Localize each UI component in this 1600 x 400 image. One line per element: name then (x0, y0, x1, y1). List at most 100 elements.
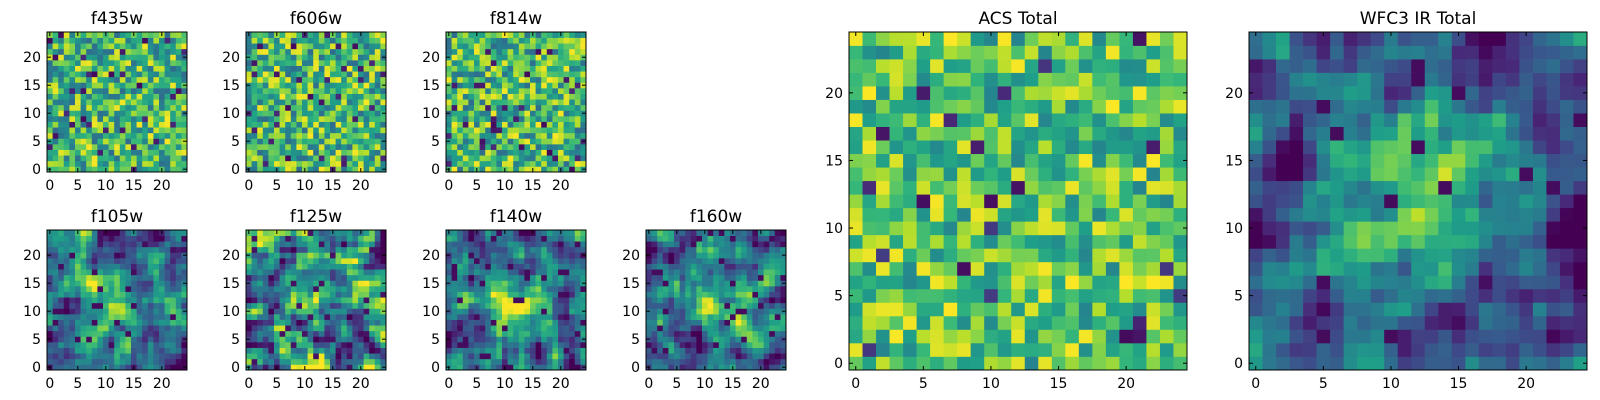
heatmap-cell (251, 60, 258, 66)
heatmap-cell (490, 32, 497, 38)
heatmap-cell (75, 116, 81, 122)
heatmap-cell (552, 110, 559, 117)
heatmap-cell (541, 82, 548, 89)
panel-title: f606w (290, 9, 342, 29)
x-tick-label: 0 (444, 178, 453, 194)
heatmap-cell (170, 43, 177, 50)
heatmap-cell (114, 246, 121, 253)
heatmap-cell (718, 291, 725, 298)
heatmap-cell (335, 297, 342, 304)
heatmap-cell (380, 230, 387, 236)
heatmap-cell (170, 99, 177, 106)
heatmap-cell (662, 347, 669, 354)
heatmap-cell (735, 258, 742, 264)
heatmap-cell (153, 364, 160, 371)
heatmap-cell (1051, 288, 1066, 303)
heatmap-cell (352, 48, 359, 55)
heatmap-cell (119, 121, 126, 128)
heatmap-cell (462, 246, 469, 253)
heatmap-cell (563, 336, 570, 343)
heatmap-cell (546, 364, 553, 371)
heatmap-cell (518, 43, 525, 50)
heatmap-cell (485, 286, 492, 292)
heatmap-cell (679, 258, 686, 264)
heatmap-cell (285, 32, 292, 38)
heatmap-cell (119, 330, 126, 337)
heatmap-cell (296, 43, 303, 50)
heatmap-cell (724, 235, 731, 242)
heatmap-cell (541, 347, 548, 354)
heatmap-cell (474, 88, 480, 94)
heatmap-cell (546, 155, 553, 162)
heatmap-cell (251, 347, 258, 354)
y-tick-label: 0 (231, 360, 240, 376)
heatmap-cell (257, 342, 264, 348)
heatmap-cell (479, 149, 486, 156)
heatmap-cell (468, 99, 475, 106)
heatmap-cell (170, 116, 177, 122)
heatmap-cell (279, 149, 286, 156)
heatmap-cell (131, 60, 137, 66)
heatmap-cell (903, 221, 917, 236)
heatmap-cell (916, 207, 931, 222)
heatmap-cell (1024, 207, 1039, 222)
heatmap-cell (63, 127, 70, 134)
y-tick-label: 5 (231, 134, 240, 150)
heatmap-cell (97, 235, 104, 242)
heatmap-cell (1119, 275, 1134, 290)
heatmap-cell (268, 342, 275, 348)
heatmap-cell (451, 60, 458, 66)
heatmap-cell (780, 330, 787, 337)
heatmap-cell (546, 138, 553, 145)
heatmap-cell (108, 325, 115, 332)
heatmap-cell (330, 54, 336, 61)
heatmap-cell (457, 121, 464, 128)
heatmap-cell (125, 166, 132, 173)
heatmap-cell (997, 207, 1012, 222)
heatmap-cell (91, 252, 98, 259)
x-tick-label: 10 (296, 178, 314, 194)
heatmap-cell (474, 314, 480, 320)
heatmap-cell (125, 319, 132, 326)
heatmap-cell (569, 274, 576, 281)
heatmap-cell (1065, 207, 1080, 222)
heatmap-cell (290, 297, 297, 304)
heatmap-cell (318, 93, 325, 100)
heatmap-cell (147, 71, 154, 78)
heatmap-cell (769, 286, 776, 292)
x-tick-label: 0 (45, 178, 54, 194)
heatmap-cell (668, 286, 675, 292)
heatmap-cell (69, 308, 76, 315)
heatmap-cell (889, 221, 904, 236)
heatmap-cell (324, 149, 331, 156)
y-tick-label: 10 (23, 304, 41, 320)
heatmap-cell (1011, 207, 1026, 222)
heatmap-cell (307, 160, 314, 167)
heatmap-cell (479, 132, 486, 139)
heatmap-cell (552, 99, 559, 106)
heatmap-cell (524, 93, 531, 100)
heatmap-cell (142, 330, 149, 337)
heatmap-cell (535, 274, 542, 281)
heatmap-cell (91, 302, 98, 309)
heatmap-cell (679, 246, 686, 253)
heatmap-cell (563, 155, 570, 162)
heatmap-cell (679, 308, 686, 315)
heatmap-cell (490, 308, 497, 315)
heatmap-cell (957, 221, 972, 236)
heatmap-cell (330, 144, 336, 150)
heatmap-cell (335, 144, 342, 150)
heatmap-cell (296, 127, 303, 134)
heatmap-cell (80, 127, 87, 134)
heatmap-cell (80, 99, 87, 106)
heatmap-cell (69, 342, 76, 348)
heatmap-cell (175, 54, 182, 61)
heatmap-cell (518, 88, 525, 94)
heatmap-cell (108, 104, 115, 111)
heatmap-cell (114, 280, 121, 287)
heatmap-cell (285, 330, 292, 337)
heatmap-cell (380, 160, 387, 167)
heatmap-cell (490, 121, 497, 128)
heatmap-cell (279, 325, 286, 332)
heatmap-cell (374, 353, 381, 360)
